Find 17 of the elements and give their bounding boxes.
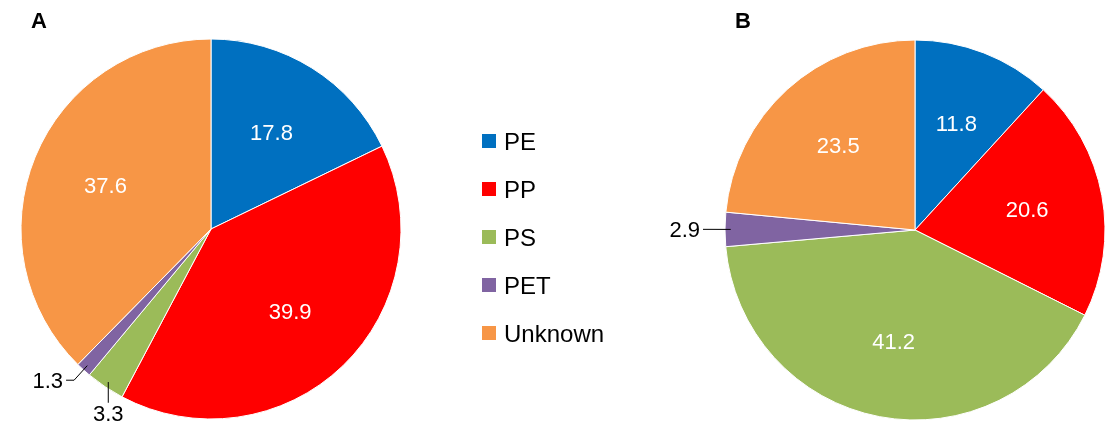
data-label: 20.6 xyxy=(1005,196,1049,222)
data-label: 11.8 xyxy=(935,111,977,137)
legend-label: PP xyxy=(504,175,537,203)
chart-title: A xyxy=(31,8,47,33)
data-label: 41.2 xyxy=(872,329,916,355)
data-label: 2.9 xyxy=(669,216,700,242)
data-label: 3.3 xyxy=(92,400,124,426)
data-label: 37.6 xyxy=(84,173,127,199)
data-label: 23.5 xyxy=(816,133,860,159)
data-label: 17.8 xyxy=(250,119,293,145)
legend-label: PS xyxy=(504,223,537,251)
data-label: 1.3 xyxy=(32,367,64,393)
legend-label: PE xyxy=(504,127,537,155)
data-label: 39.9 xyxy=(268,298,312,324)
legend-label: PET xyxy=(504,271,552,299)
legend-label: Unknown xyxy=(504,319,605,347)
chart-title: B xyxy=(735,8,751,33)
